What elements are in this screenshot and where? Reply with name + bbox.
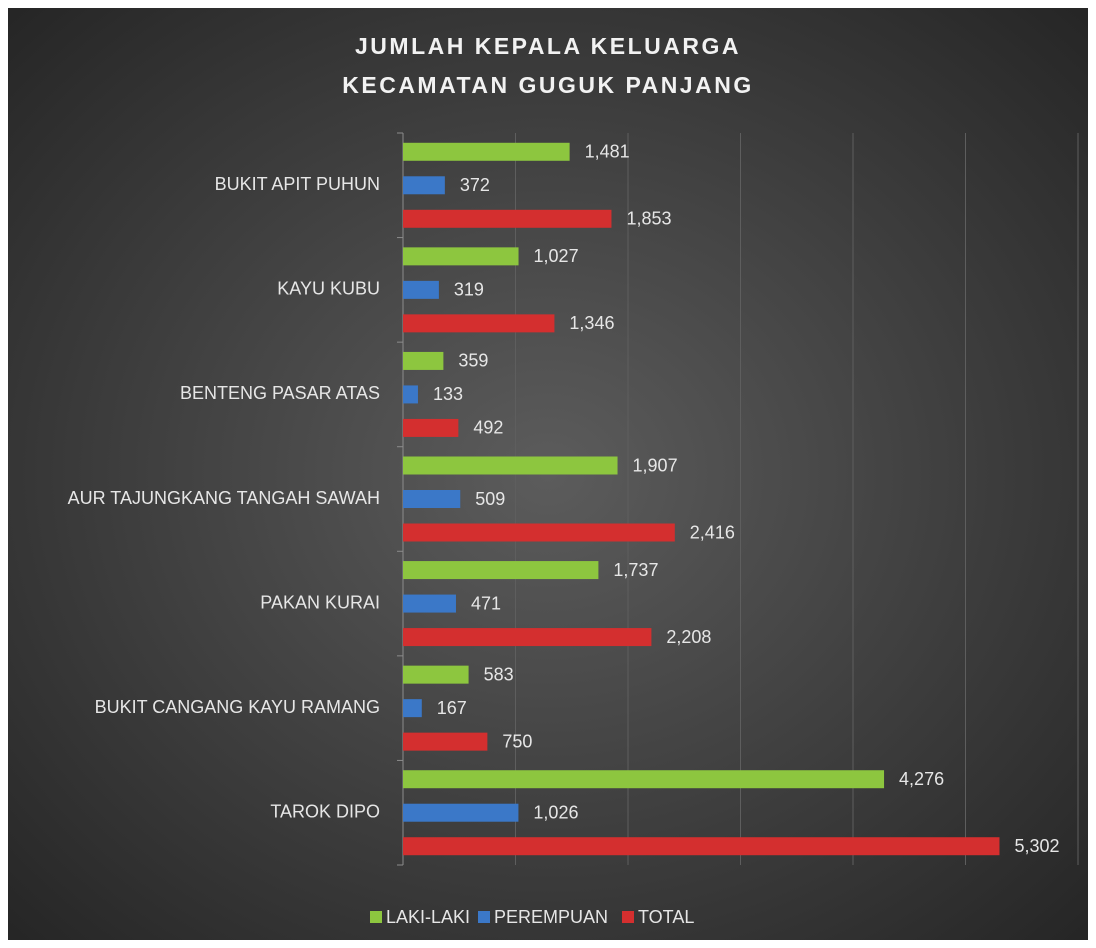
bar [403,280,439,299]
legend-label: LAKI-LAKI [386,907,470,927]
value-label: 133 [433,384,463,404]
bar [403,247,519,266]
bar [403,628,652,647]
value-label: 359 [458,351,488,371]
category-label: PAKAN KURAI [260,592,380,612]
legend-label: TOTAL [638,907,694,927]
value-label: 1,907 [633,455,678,475]
value-label: 1,027 [534,246,579,266]
value-label: 750 [502,731,532,751]
bar [403,456,618,475]
value-label: 5,302 [1014,836,1059,856]
category-label: BUKIT APIT PUHUN [215,174,380,194]
bar [403,594,456,613]
bar [403,209,612,228]
legend-swatch [478,911,490,923]
value-label: 319 [454,280,484,300]
legend-swatch [622,911,634,923]
chart-title: JUMLAH KEPALA KELUARGA [355,33,741,59]
value-label: 1,481 [585,142,630,162]
category-label: BUKIT CANGANG KAYU RAMANG [95,697,380,717]
bar [403,142,570,161]
bar [403,418,459,437]
value-label: 2,416 [690,522,735,542]
bar [403,837,1000,856]
value-label: 4,276 [899,769,944,789]
bar [403,490,461,508]
value-label: 1,026 [533,802,578,822]
value-label: 471 [471,593,501,613]
legend-label: PEREMPUAN [494,907,608,927]
bar [403,523,675,542]
chart-subtitle: KECAMATAN GUGUK PANJANG [342,72,753,98]
bar [403,665,469,684]
value-label: 1,737 [613,560,658,580]
category-label: TAROK DIPO [270,801,380,821]
category-label: AUR TAJUNGKANG TANGAH SAWAH [68,488,380,508]
bar [403,176,445,195]
legend-swatch [370,911,382,923]
category-label: KAYU KUBU [277,279,380,299]
bar [403,351,444,370]
category-label: BENTENG PASAR ATAS [180,383,380,403]
bar [403,385,418,404]
value-label: 167 [437,698,467,718]
value-label: 372 [460,175,490,195]
value-label: 509 [475,489,505,509]
bar [403,803,519,822]
value-label: 1,346 [569,313,614,333]
bar [403,732,488,751]
value-label: 1,853 [626,209,671,229]
bar [403,770,885,789]
bar [403,314,555,333]
value-label: 583 [484,664,514,684]
value-label: 2,208 [666,627,711,647]
bar [403,561,599,580]
bar [403,699,422,718]
value-label: 492 [473,418,503,438]
